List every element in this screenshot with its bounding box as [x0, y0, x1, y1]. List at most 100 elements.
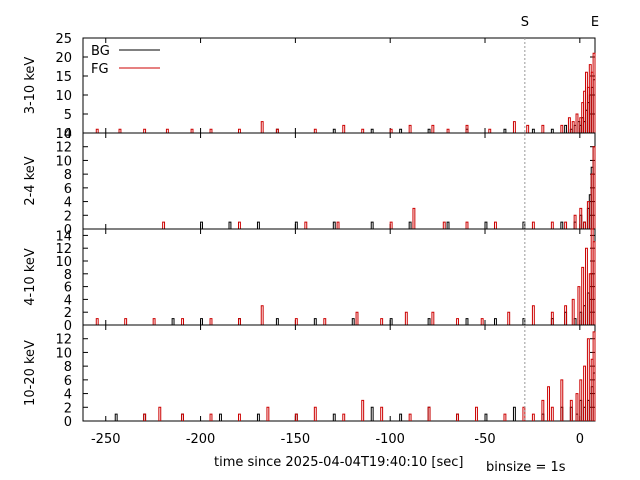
series-fg	[162, 146, 596, 229]
series-fg	[95, 228, 596, 325]
data-bin	[581, 266, 585, 325]
y-tick-label: 10	[55, 154, 72, 169]
data-bin	[361, 128, 365, 133]
data-bin	[541, 124, 545, 133]
data-bin	[209, 318, 213, 325]
x-axis: -250 -200 -150 -100 -50 0	[91, 432, 584, 447]
data-bin	[389, 221, 393, 229]
y-tick-label: 0	[64, 319, 72, 334]
y-tick-label: 12	[55, 333, 72, 348]
y-tick-label: 10	[55, 346, 72, 361]
x-tick-label: -250	[91, 432, 121, 447]
data-bin	[380, 318, 384, 325]
data-bin	[114, 413, 118, 421]
y-tick-label: 14	[55, 229, 72, 244]
data-bin	[446, 221, 450, 229]
data-bin	[260, 121, 264, 133]
data-bin	[332, 128, 336, 133]
data-bin	[304, 221, 308, 229]
data-bin	[361, 399, 365, 421]
data-bin	[181, 413, 185, 421]
data-bin	[124, 318, 128, 325]
x-tick-label: -100	[375, 432, 405, 447]
y-tick-label: 20	[55, 51, 72, 66]
y-tick-label: 4	[64, 388, 72, 403]
data-bin	[404, 311, 408, 325]
x-tick-label: -150	[281, 432, 311, 447]
data-bin	[488, 128, 492, 133]
data-bin	[522, 318, 526, 325]
data-bin	[313, 318, 317, 325]
data-bin	[531, 413, 535, 421]
data-bin	[380, 406, 384, 421]
data-bin	[256, 413, 260, 421]
data-bin	[332, 221, 336, 229]
data-bin	[592, 241, 596, 325]
data-bin	[465, 221, 469, 229]
series-fg	[143, 331, 596, 421]
y-tick-label: 0	[64, 415, 72, 430]
data-bin	[512, 406, 516, 421]
data-bin	[399, 128, 403, 133]
y-tick-label: 5	[64, 108, 72, 123]
data-bin	[237, 128, 241, 133]
data-bin	[427, 318, 431, 325]
data-bin	[550, 311, 554, 325]
data-bin	[152, 318, 156, 325]
marker-label-e: E	[591, 15, 599, 30]
data-bin	[275, 128, 279, 133]
data-bin	[550, 406, 554, 421]
y-tick-label: 6	[64, 374, 72, 389]
data-bin	[342, 124, 346, 133]
data-bin	[95, 318, 99, 325]
y-tick-label: 12	[55, 141, 72, 156]
data-bin	[564, 124, 568, 133]
marker-label-s: S	[521, 15, 529, 30]
data-bin	[143, 413, 147, 421]
data-bin	[507, 311, 511, 325]
data-bin	[190, 128, 194, 133]
legend-label-bg: BG	[91, 44, 110, 59]
data-bin	[219, 413, 222, 421]
y-tick-label: 8	[64, 268, 72, 283]
data-bin	[266, 406, 270, 421]
data-bin	[228, 221, 232, 229]
data-bin	[564, 305, 568, 325]
data-bin	[162, 221, 166, 229]
y-axis-label: 2-4 keV	[23, 156, 38, 205]
data-bin	[484, 221, 488, 229]
x-tick-label: 0	[576, 432, 584, 447]
data-bin	[583, 221, 587, 229]
data-bin	[427, 128, 431, 133]
data-bin	[531, 305, 535, 325]
data-bin	[560, 221, 564, 229]
data-bin	[579, 379, 583, 421]
data-bin	[256, 221, 260, 229]
data-bin	[323, 318, 327, 325]
data-bin	[522, 221, 526, 229]
data-bin	[143, 128, 147, 133]
legend: BG FG	[91, 44, 160, 77]
data-bin	[355, 311, 359, 325]
data-bin	[342, 413, 346, 421]
data-bin	[442, 221, 446, 229]
data-bin	[456, 413, 459, 421]
data-bin	[592, 331, 596, 421]
y-tick-label: 14	[55, 127, 72, 142]
data-bin	[237, 413, 241, 421]
data-bin	[480, 318, 484, 325]
data-bin	[389, 128, 393, 133]
data-bin	[209, 413, 213, 421]
data-bin	[512, 121, 516, 133]
data-bin	[547, 386, 550, 421]
data-bin	[573, 214, 577, 229]
y-tick-label: 6	[64, 281, 72, 296]
data-bin	[531, 221, 535, 229]
data-bin	[294, 413, 298, 421]
data-bin	[465, 318, 469, 325]
data-bin	[575, 393, 579, 421]
